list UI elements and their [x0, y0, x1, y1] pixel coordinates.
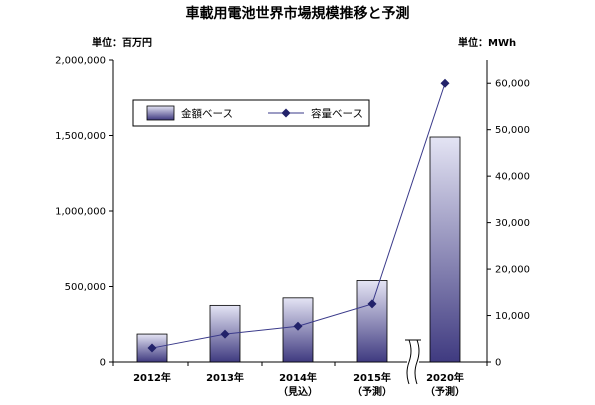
legend-label-capacity: 容量ベース [311, 107, 363, 120]
capacity-point [220, 329, 230, 339]
right-tick-label: 20,000 [495, 265, 530, 276]
right-tick-label: 50,000 [495, 125, 530, 136]
right-tick-label: 40,000 [495, 172, 530, 183]
legend-label-amount: 金額ベース [181, 107, 233, 120]
chart-title: 車載用電池世界市場規模推移と予測 [185, 6, 410, 22]
legend-marker-swatch [281, 108, 291, 118]
category-sublabel: （予測） [352, 385, 392, 398]
legend: 金額ベース 容量ベース [132, 99, 370, 127]
right-tick-label: 0 [495, 358, 501, 369]
axis-break-mark [406, 339, 412, 385]
category-label: 2012年 [133, 371, 171, 384]
right-tick-label: 30,000 [495, 218, 530, 229]
bar [356, 280, 388, 363]
capacity-point [147, 343, 157, 353]
legend-bar-swatch [146, 105, 175, 121]
left-axis-unit: 単位：百万円 [92, 38, 152, 49]
axis-break-mark [414, 339, 420, 385]
left-tick-label: 2,000,000 [55, 56, 106, 67]
bar [429, 136, 461, 363]
capacity-point [293, 321, 303, 331]
category-label: 2014年 [279, 371, 317, 384]
right-tick-label: 60,000 [495, 79, 530, 90]
left-tick-label: 1,500,000 [55, 131, 106, 142]
right-tick-label: 10,000 [495, 311, 530, 322]
axis-break-gap [407, 340, 419, 384]
left-tick-label: 1,000,000 [55, 207, 106, 218]
right-axis-unit: 単位：MWh [458, 38, 517, 49]
capacity-point [440, 78, 450, 88]
category-sublabel: （予測） [425, 385, 465, 398]
category-sublabel: （見込） [278, 385, 318, 398]
category-label: 2020年 [426, 371, 464, 384]
category-label: 2013年 [206, 371, 244, 384]
category-label: 2015年 [353, 371, 391, 384]
capacity-point [367, 299, 377, 309]
left-tick-label: 500,000 [65, 282, 106, 293]
left-tick-label: 0 [100, 358, 106, 369]
